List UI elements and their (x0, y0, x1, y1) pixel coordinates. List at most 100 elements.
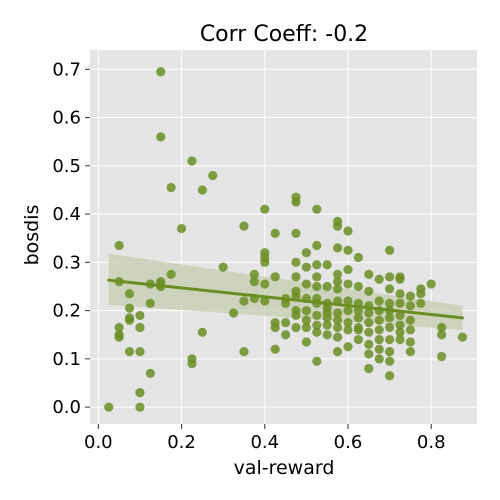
data-point (260, 279, 270, 289)
data-point (124, 347, 135, 357)
data-point (343, 279, 353, 289)
data-point (260, 204, 270, 214)
data-point (270, 228, 280, 238)
data-point (416, 298, 426, 308)
data-point (343, 305, 353, 316)
data-points (104, 67, 468, 412)
data-point (353, 325, 364, 335)
data-point (114, 332, 124, 342)
data-point (395, 298, 405, 308)
data-point (405, 315, 416, 325)
data-point (405, 325, 416, 335)
data-point (385, 272, 395, 282)
data-point (291, 257, 301, 267)
y-tick-label: 0.1 (52, 349, 81, 370)
data-point (301, 315, 311, 325)
data-point (145, 368, 155, 378)
data-point (416, 289, 426, 299)
data-point (124, 289, 135, 299)
x-tick-label: 0.0 (84, 432, 113, 453)
data-point (353, 281, 364, 292)
y-tick-label: 0.7 (52, 59, 81, 80)
data-point (364, 308, 374, 318)
data-point (405, 301, 416, 311)
data-point (291, 197, 301, 207)
data-point (332, 315, 343, 325)
data-point (395, 320, 405, 330)
data-point (343, 325, 353, 335)
data-point (322, 313, 332, 323)
data-point (364, 349, 374, 359)
y-tick-label: 0.0 (52, 397, 81, 418)
x-axis-label: val-reward (234, 457, 335, 479)
data-point (312, 327, 322, 337)
confidence-band (108, 253, 463, 330)
data-point (135, 310, 145, 321)
data-point (301, 279, 311, 289)
data-point (385, 371, 395, 381)
regression-line (107, 278, 464, 320)
y-tick-label: 0.6 (52, 108, 81, 129)
data-point (312, 281, 322, 292)
data-point (291, 310, 301, 321)
data-point (437, 322, 447, 333)
data-point (374, 334, 384, 345)
data-point (197, 327, 207, 337)
data-point (332, 308, 343, 318)
data-point (312, 320, 322, 330)
data-point (374, 354, 384, 364)
data-point (364, 339, 374, 349)
data-point (343, 245, 353, 255)
data-point (364, 327, 374, 337)
data-point (124, 303, 135, 313)
data-point (395, 289, 405, 299)
data-point (249, 269, 259, 279)
data-point (374, 296, 384, 306)
data-point (385, 284, 395, 294)
data-point (322, 320, 332, 330)
data-point (405, 347, 416, 357)
data-point (187, 156, 197, 166)
x-tick-label: 0.4 (250, 432, 279, 453)
data-point (353, 313, 364, 323)
data-point (270, 322, 280, 333)
y-tick-label: 0.4 (52, 204, 81, 225)
data-point (385, 298, 395, 308)
data-point (208, 170, 218, 181)
data-point (332, 284, 343, 294)
data-point (291, 272, 301, 282)
data-point (166, 269, 176, 279)
data-point (322, 330, 332, 340)
data-point (291, 228, 301, 238)
data-point (364, 318, 374, 328)
data-point (385, 347, 395, 357)
data-point (270, 344, 280, 354)
x-tick-label: 0.8 (417, 432, 446, 453)
data-point (437, 351, 447, 362)
data-point (135, 402, 145, 412)
data-point (135, 322, 145, 333)
data-point (395, 327, 405, 337)
data-point (145, 298, 155, 308)
data-point (343, 264, 353, 275)
data-point (301, 248, 311, 258)
y-tick-labels: 0.0 0.1 0.2 0.3 0.4 0.5 0.6 0.7 (52, 59, 90, 418)
data-point (385, 245, 395, 255)
data-point (405, 337, 416, 347)
data-point (353, 252, 364, 263)
data-point (332, 243, 343, 253)
data-point (374, 274, 384, 284)
x-tick-label: 0.2 (167, 432, 196, 453)
data-point (343, 226, 353, 236)
data-point (124, 315, 135, 325)
data-point (385, 356, 395, 366)
data-point (312, 356, 322, 366)
y-tick-label: 0.3 (52, 252, 81, 273)
data-point (426, 279, 436, 289)
x-tick-labels: 0.0 0.2 0.4 0.6 0.8 (84, 424, 446, 453)
data-point (312, 240, 322, 251)
data-point (270, 272, 280, 282)
data-point (156, 67, 166, 77)
data-point (395, 310, 405, 321)
data-point (385, 322, 395, 333)
